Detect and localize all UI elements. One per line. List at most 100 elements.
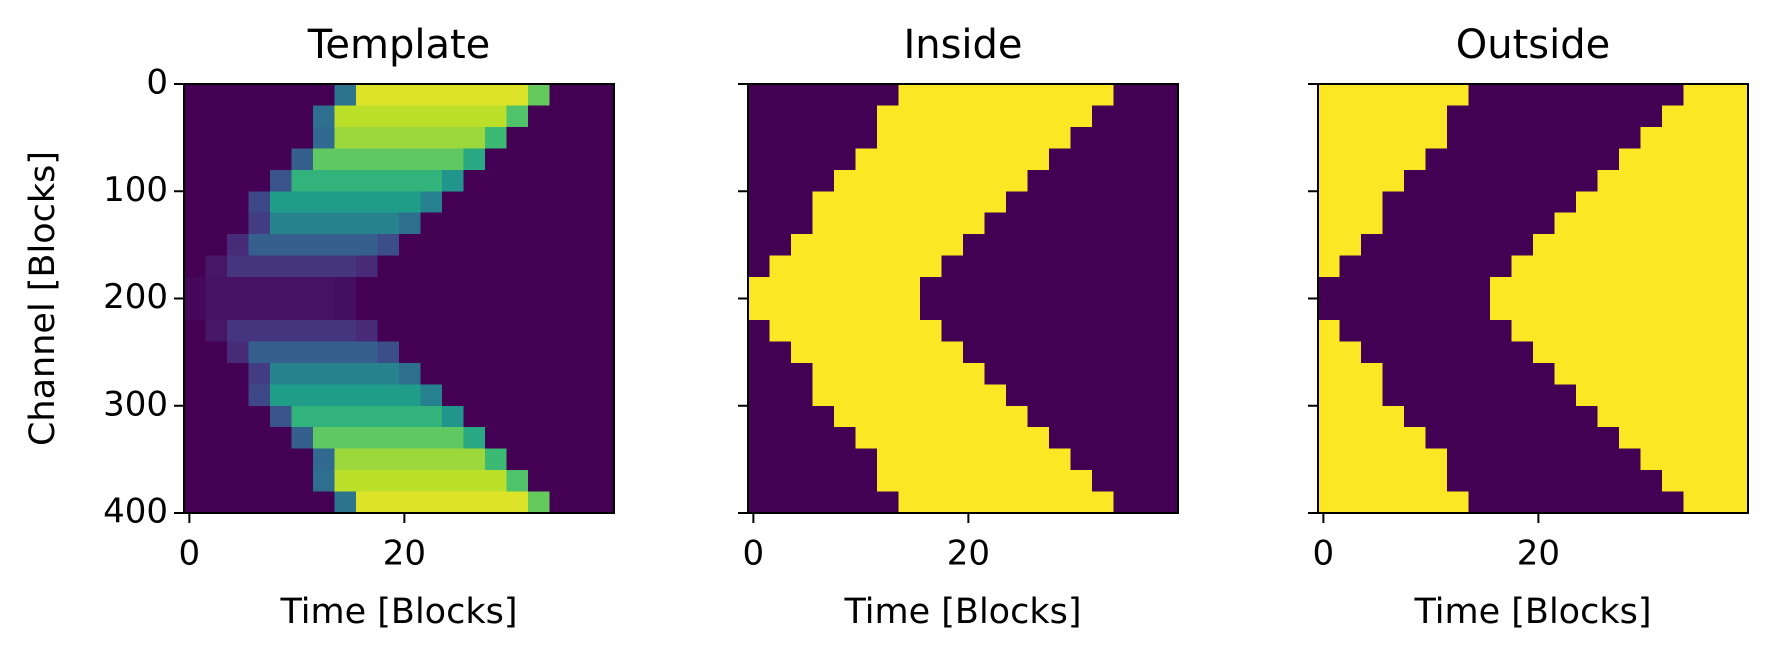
cell xyxy=(399,148,422,171)
cell xyxy=(1576,255,1599,278)
cell xyxy=(1554,126,1577,149)
cell xyxy=(291,362,314,385)
cell xyxy=(1619,126,1642,149)
cell xyxy=(812,126,835,149)
cell xyxy=(1027,405,1050,428)
cell xyxy=(549,191,572,214)
cell xyxy=(877,405,900,428)
cell xyxy=(571,470,594,493)
cell xyxy=(1726,105,1749,128)
cell xyxy=(984,191,1007,214)
cell xyxy=(941,427,964,450)
cell xyxy=(1404,191,1427,214)
cell xyxy=(463,319,486,342)
cell xyxy=(399,234,422,257)
cell xyxy=(834,277,857,300)
cell xyxy=(984,384,1007,407)
cell xyxy=(1619,234,1642,257)
cell xyxy=(1511,212,1534,235)
cell xyxy=(205,234,228,257)
cell xyxy=(1006,448,1029,471)
cell xyxy=(1070,148,1093,171)
cell xyxy=(291,405,314,428)
cell xyxy=(855,470,878,493)
cell xyxy=(270,212,293,235)
cell xyxy=(1576,298,1599,321)
cell xyxy=(1156,319,1179,342)
cell xyxy=(834,298,857,321)
cell xyxy=(248,234,271,257)
cell xyxy=(485,277,508,300)
cell xyxy=(291,448,314,471)
cell xyxy=(1361,319,1384,342)
cell xyxy=(1092,362,1115,385)
cell xyxy=(1447,105,1470,128)
cell xyxy=(1490,105,1513,128)
cell xyxy=(748,319,771,342)
cell xyxy=(791,169,814,192)
cell xyxy=(1576,212,1599,235)
heatmap xyxy=(184,84,615,514)
cell xyxy=(877,212,900,235)
cell xyxy=(1318,405,1341,428)
cell xyxy=(399,126,422,149)
cell xyxy=(571,234,594,257)
cell xyxy=(1006,148,1029,171)
x-tick-label: 0 xyxy=(1313,534,1335,574)
cell xyxy=(227,234,250,257)
cell xyxy=(1468,169,1491,192)
cell xyxy=(1533,448,1556,471)
cell xyxy=(1404,341,1427,364)
cell xyxy=(1156,405,1179,428)
cell xyxy=(1027,277,1050,300)
cell xyxy=(748,362,771,385)
cell xyxy=(399,341,422,364)
cell xyxy=(1447,319,1470,342)
cell xyxy=(313,298,336,321)
cell xyxy=(571,319,594,342)
cell xyxy=(1070,491,1093,514)
cell xyxy=(549,126,572,149)
cell xyxy=(248,341,271,364)
cell xyxy=(1597,427,1620,450)
cell xyxy=(248,191,271,214)
cell xyxy=(1006,470,1029,493)
cell xyxy=(963,148,986,171)
cell xyxy=(205,212,228,235)
cell xyxy=(334,212,357,235)
cell xyxy=(1554,427,1577,450)
cell xyxy=(485,427,508,450)
cell xyxy=(377,384,400,407)
cell xyxy=(485,126,508,149)
cell xyxy=(1447,384,1470,407)
cell xyxy=(184,427,207,450)
cell xyxy=(1619,341,1642,364)
cell xyxy=(1135,277,1158,300)
cell xyxy=(528,319,551,342)
cell xyxy=(592,341,615,364)
cell xyxy=(248,84,271,107)
cell xyxy=(1425,405,1448,428)
cell xyxy=(334,491,357,514)
cell xyxy=(1092,470,1115,493)
cell xyxy=(549,255,572,278)
cell xyxy=(1425,234,1448,257)
cell xyxy=(1683,191,1706,214)
cell xyxy=(769,448,792,471)
x-axis-label: Time [Blocks] xyxy=(1414,592,1652,632)
cell xyxy=(834,212,857,235)
cell xyxy=(1027,84,1050,107)
cell xyxy=(1049,362,1072,385)
cell xyxy=(420,126,443,149)
cell xyxy=(941,319,964,342)
cell xyxy=(1070,255,1093,278)
cell xyxy=(270,126,293,149)
cell xyxy=(1092,234,1115,257)
cell xyxy=(485,84,508,107)
cell xyxy=(834,491,857,514)
cell xyxy=(442,212,465,235)
cell xyxy=(1597,448,1620,471)
cell xyxy=(1339,148,1362,171)
cell xyxy=(1511,126,1534,149)
cell xyxy=(1318,84,1341,107)
